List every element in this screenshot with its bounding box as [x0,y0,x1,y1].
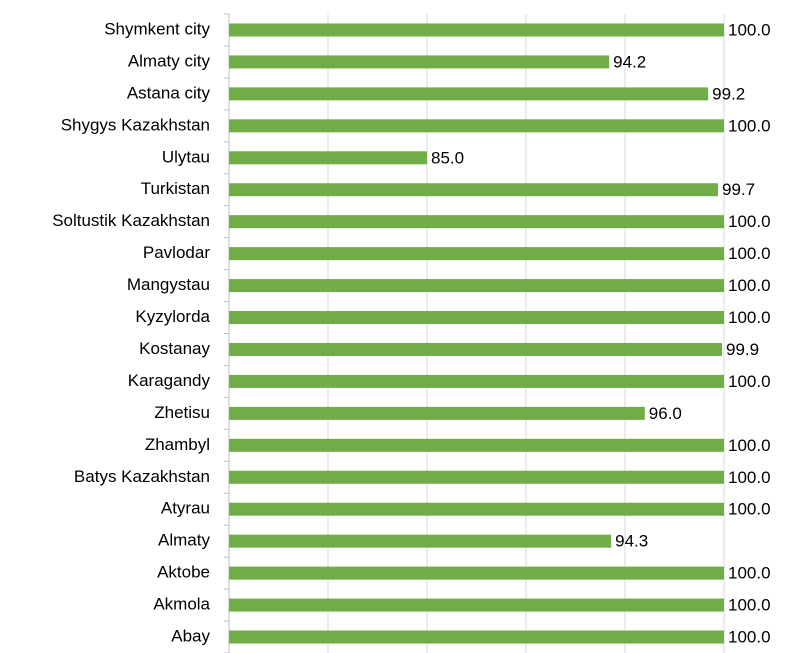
data-label: 100.0 [728,372,771,391]
y-tick-label: Abay [171,627,210,646]
data-label: 100.0 [728,564,771,583]
bar [229,566,724,580]
bar [229,438,724,452]
bar [229,151,427,165]
y-tick-label: Zhetisu [154,403,210,422]
y-tick-label: Mangystau [127,275,210,294]
bar [229,247,724,261]
y-tick-label: Shymkent city [104,19,210,38]
data-label: 99.2 [712,84,745,103]
data-label: 100.0 [728,212,771,231]
data-label: 96.0 [649,404,682,423]
y-tick-label: Soltustik Kazakhstan [52,211,210,230]
data-label: 100.0 [728,244,771,263]
bar [229,311,724,325]
data-label: 100.0 [728,308,771,327]
y-tick-label: Aktobe [157,563,210,582]
y-tick-label: Zhambyl [145,435,210,454]
y-tick-label: Kostanay [139,339,210,358]
y-tick-label: Turkistan [141,179,210,198]
data-label: 99.9 [726,340,759,359]
y-tick-label: Almaty city [128,51,211,70]
y-tick-label: Shygys Kazakhstan [61,115,210,134]
data-label: 100.0 [728,468,771,487]
bar [229,374,724,388]
data-label: 100.0 [728,436,771,455]
bar [229,598,724,612]
y-tick-label: Atyrau [161,499,210,518]
y-tick-label: Pavlodar [143,243,210,262]
bar [229,630,724,644]
data-label: 100.0 [728,20,771,39]
data-label: 100.0 [728,276,771,295]
bar [229,406,645,420]
data-label: 94.3 [615,532,648,551]
data-label: 100.0 [728,116,771,135]
bar [229,183,719,197]
y-tick-label: Ulytau [162,147,210,166]
bar [229,55,610,69]
bar [229,342,723,356]
data-label: 94.2 [613,52,646,71]
data-label: 100.0 [728,596,771,615]
data-label: 85.0 [431,148,464,167]
y-tick-label: Astana city [127,83,211,102]
bar [229,87,709,101]
data-label: 100.0 [728,628,771,647]
y-tick-label: Almaty [158,531,210,550]
data-label: 99.7 [722,180,755,199]
bar [229,119,724,133]
y-tick-label: Karagandy [128,371,211,390]
bar [229,279,724,293]
bar [229,470,724,484]
data-label: 100.0 [728,500,771,519]
y-tick-label: Akmola [153,595,210,614]
bar [229,502,724,516]
bar [229,215,724,229]
y-tick-label: Batys Kazakhstan [74,467,210,486]
y-tick-label: Kyzylorda [135,307,210,326]
bar [229,23,724,37]
bar [229,534,612,548]
